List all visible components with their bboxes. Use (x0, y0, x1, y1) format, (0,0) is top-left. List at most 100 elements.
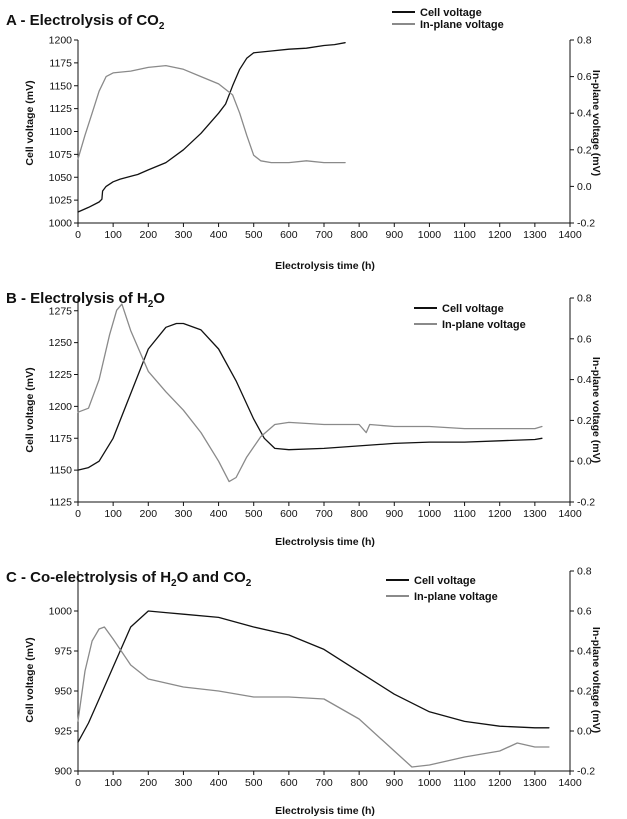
y2-tick-label: 0.8 (577, 35, 592, 47)
panel-a-plot (77, 42, 346, 213)
y2-tick-label: 0.2 (577, 144, 592, 156)
y2-tick-label: 0.8 (577, 566, 592, 578)
legend-cell-voltage-label: Cell voltage (420, 7, 482, 19)
x-tick-label: 900 (386, 229, 404, 241)
x-tick-label: 1200 (488, 229, 512, 241)
x-tick-label: 800 (350, 777, 368, 789)
x-tick-label: 1400 (558, 508, 582, 520)
y2-tick-label: 0.6 (577, 71, 592, 83)
y-tick-label: 1275 (49, 305, 73, 317)
x-tick-label: 1000 (418, 508, 442, 520)
x-tick-label: 300 (175, 508, 193, 520)
x-tick-label: 200 (140, 229, 158, 241)
y-tick-label: 925 (54, 726, 72, 738)
x-tick-label: 0 (75, 777, 81, 789)
y-tick-label: 1250 (49, 337, 73, 349)
y-tick-label: 1150 (49, 465, 72, 477)
y-tick-label: 1125 (49, 497, 72, 509)
x-tick-label: 900 (386, 777, 404, 789)
legend-cell-voltage-label: Cell voltage (442, 303, 504, 315)
x-tick-label: 400 (210, 229, 228, 241)
panel-c-title: C - Co-electrolysis of H2O and CO2 (6, 569, 252, 589)
panel-b-ylabel: Cell voltage (mV) (24, 367, 36, 452)
y-tick-label: 1025 (49, 195, 73, 207)
x-tick-label: 300 (175, 229, 193, 241)
legend-cell-voltage-label: Cell voltage (414, 575, 476, 587)
x-tick-label: 700 (315, 777, 333, 789)
x-tick-label: 1000 (418, 777, 442, 789)
y-tick-label: 1100 (49, 126, 72, 138)
panel-a: A - Electrolysis of CO2 Electrolysis tim… (6, 7, 602, 272)
y2-tick-label: 0.8 (577, 293, 592, 305)
x-tick-label: 600 (280, 508, 298, 520)
x-tick-label: 100 (104, 508, 122, 520)
x-tick-label: 0 (75, 508, 81, 520)
panel-a-legend: Cell voltage In-plane voltage (392, 7, 504, 31)
x-tick-label: 800 (350, 508, 368, 520)
x-tick-label: 1400 (558, 777, 582, 789)
x-tick-label: 1200 (488, 777, 512, 789)
x-tick-label: 100 (104, 777, 122, 789)
y-tick-label: 900 (54, 766, 72, 778)
y2-tick-label: 0.2 (577, 415, 592, 427)
y-tick-label: 1150 (49, 80, 72, 92)
x-tick-label: 500 (245, 229, 263, 241)
x-tick-label: 600 (280, 777, 298, 789)
x-tick-label: 1300 (523, 777, 547, 789)
x-tick-label: 900 (386, 508, 404, 520)
y-tick-label: 1125 (49, 103, 72, 115)
series-inplane-voltage-line (77, 64, 346, 164)
legend-inplane-voltage-label: In-plane voltage (420, 19, 504, 31)
y-tick-label: 1225 (49, 369, 73, 381)
y-tick-label: 1075 (49, 149, 73, 161)
x-tick-label: 1300 (523, 229, 547, 241)
x-tick-label: 1100 (453, 229, 476, 241)
panel-c-xlabel: Electrolysis time (h) (275, 805, 375, 817)
y-tick-label: 1050 (49, 172, 73, 184)
x-tick-label: 1200 (488, 508, 512, 520)
panel-b-title: B - Electrolysis of H2O (6, 290, 165, 310)
x-tick-label: 0 (75, 229, 81, 241)
panel-a-y2label: In-plane voltage (mV) (590, 70, 602, 176)
x-tick-label: 1300 (523, 508, 547, 520)
y2-tick-label: 0.0 (577, 181, 592, 193)
panel-b-plot (77, 303, 543, 483)
x-tick-label: 300 (175, 777, 193, 789)
series-inplane-voltage-line (77, 303, 543, 483)
panel-a-title: A - Electrolysis of CO2 (6, 12, 165, 32)
y-tick-label: 1175 (49, 57, 72, 69)
x-tick-label: 100 (104, 229, 122, 241)
y2-tick-label: 0.0 (577, 456, 592, 468)
panel-b: B - Electrolysis of H2O Electrolysis tim… (6, 290, 602, 548)
y2-tick-label: -0.2 (577, 766, 595, 778)
x-tick-label: 200 (140, 777, 158, 789)
y-tick-label: 1000 (49, 218, 73, 230)
panel-a-ylabel: Cell voltage (mV) (24, 80, 36, 165)
panel-c: C - Co-electrolysis of H2O and CO2 Elect… (6, 566, 602, 818)
x-tick-label: 400 (210, 777, 228, 789)
series-cell-voltage-line (77, 322, 543, 471)
x-tick-label: 1100 (453, 777, 476, 789)
panel-c-plot (77, 610, 550, 768)
x-tick-label: 700 (315, 229, 333, 241)
y-tick-label: 1200 (49, 35, 73, 47)
panel-a-xlabel: Electrolysis time (h) (275, 260, 375, 272)
x-tick-label: 1100 (453, 508, 476, 520)
y2-tick-label: 0.4 (577, 374, 592, 386)
x-tick-label: 500 (245, 777, 263, 789)
series-inplane-voltage-line (77, 626, 550, 768)
y2-tick-label: -0.2 (577, 218, 595, 230)
series-cell-voltage-line (77, 610, 550, 743)
y2-tick-label: 0.2 (577, 686, 592, 698)
y-tick-label: 975 (54, 646, 72, 658)
y2-tick-label: 0.4 (577, 646, 592, 658)
panel-b-xlabel: Electrolysis time (h) (275, 536, 375, 548)
panel-c-legend: Cell voltage In-plane voltage (386, 575, 498, 603)
panel-c-y2label: In-plane voltage (mV) (590, 627, 602, 733)
y-tick-label: 1175 (49, 433, 72, 445)
panel-c-axes: 0 100 200 300 400 500 600 700 800 900 1000 1100 1200… (49, 566, 596, 790)
y-tick-label: 1000 (49, 606, 73, 618)
panel-c-ylabel: Cell voltage (mV) (24, 637, 36, 722)
x-tick-label: 400 (210, 508, 228, 520)
